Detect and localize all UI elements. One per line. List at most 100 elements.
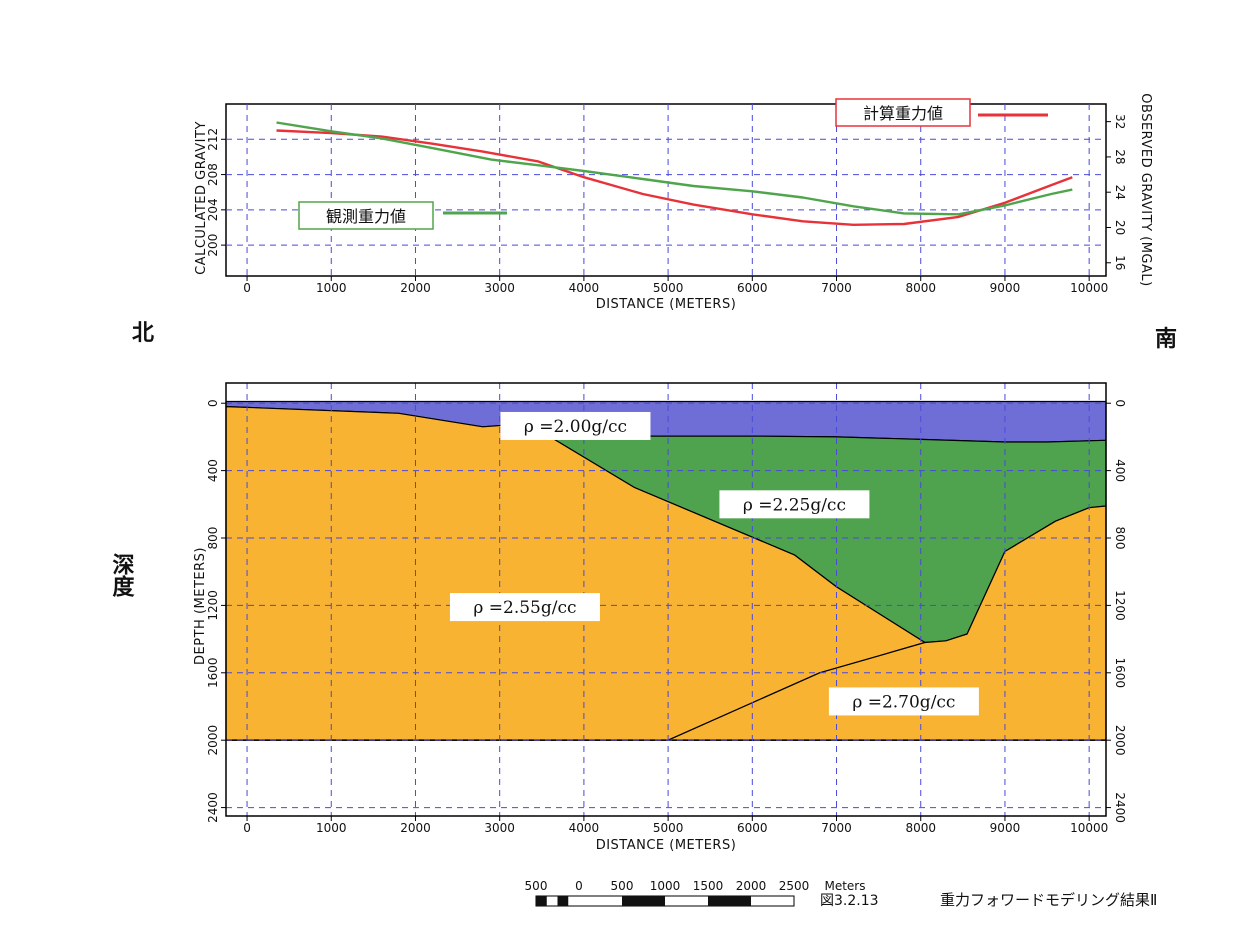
section-y-tick-label-right: 2400 bbox=[1113, 792, 1127, 823]
section-y-tick-label-left: 0 bbox=[206, 399, 220, 407]
depth-side-label: 深度 bbox=[109, 553, 135, 598]
density-label-box bbox=[500, 411, 651, 440]
north-label: 北 bbox=[132, 321, 154, 346]
legend-calculated: 計算重力値 bbox=[835, 98, 1048, 127]
section-x-tick-label: 5000 bbox=[653, 821, 684, 835]
gravity-profile-chart: 0 1000 2000 3000 4000 5000 6000 7000 8000 9000 100… bbox=[194, 93, 1153, 312]
legend-observed-label: 観測重力値 bbox=[326, 207, 406, 226]
scale-bar-label: 1000 bbox=[650, 879, 681, 893]
section-y-tick-label-right: 0 bbox=[1113, 399, 1127, 407]
section-y-tick-label-right: 1600 bbox=[1113, 658, 1127, 689]
section-x-tick-label: 6000 bbox=[737, 821, 768, 835]
section-y-tick-label-right: 1200 bbox=[1113, 590, 1127, 621]
scale-bar-label: 2500 bbox=[779, 879, 810, 893]
gravity-y-tick-label-right: 16 bbox=[1113, 255, 1127, 270]
section-x-tick-label: 10000 bbox=[1070, 821, 1108, 835]
gravity-x-tick-label: 6000 bbox=[737, 281, 768, 295]
figure-title: 重力フォワードモデリング結果Ⅱ bbox=[940, 891, 1157, 909]
density-label: ρ =2.25g/cc bbox=[743, 495, 846, 515]
section-x-tick-label: 8000 bbox=[905, 821, 936, 835]
gravity-x-ticks: 0 1000 2000 3000 4000 5000 6000 7000 8000 9000 100… bbox=[243, 276, 1108, 295]
gravity-y-tick-label-left: 208 bbox=[206, 163, 220, 186]
scale-bar-label: 1500 bbox=[693, 879, 724, 893]
section-y-tick-label-left: 2000 bbox=[206, 725, 220, 756]
legend-observed: 観測重力値 bbox=[298, 201, 507, 230]
section-x-tick-label: 7000 bbox=[821, 821, 852, 835]
observed-gravity-line bbox=[276, 121, 1073, 216]
scale-bar-cell bbox=[536, 896, 547, 906]
section-y-tick-label-left: 400 bbox=[206, 459, 220, 482]
scale-bar-label: 500 bbox=[525, 879, 548, 893]
gravity-y-tick-label-right: 24 bbox=[1113, 185, 1127, 200]
section-x-tick-label: 1000 bbox=[316, 821, 347, 835]
section-y-tick-label-right: 800 bbox=[1113, 527, 1127, 550]
section-x-axis-label: DISTANCE (METERS) bbox=[596, 838, 737, 853]
gravity-y-tick-label-left: 204 bbox=[206, 198, 220, 221]
gravity-x-tick-label: 5000 bbox=[653, 281, 684, 295]
section-y-tick-label-left: 800 bbox=[206, 527, 220, 550]
gravity-x-tick-label: 10000 bbox=[1070, 281, 1108, 295]
section-y-ticks-left: 0 400 800 1200 1600 2000 2400 bbox=[206, 399, 226, 823]
section-y-tick-label-left: 1600 bbox=[206, 658, 220, 689]
section-x-ticks: 0 1000 2000 3000 4000 5000 6000 7000 8000 9000 100… bbox=[243, 816, 1108, 835]
density-layers bbox=[225, 400, 1107, 741]
scale-bar-label: 500 bbox=[611, 879, 634, 893]
gravity-series bbox=[276, 121, 1073, 227]
section-x-tick-label: 4000 bbox=[569, 821, 600, 835]
gravity-x-tick-label: 4000 bbox=[569, 281, 600, 295]
scale-bar-cell bbox=[708, 896, 751, 906]
section-x-tick-label: 9000 bbox=[990, 821, 1021, 835]
gravity-y-tick-label-right: 20 bbox=[1113, 220, 1127, 235]
gravity-x-tick-label: 0 bbox=[243, 281, 251, 295]
section-y-axis-label: DEPTH (METERS) bbox=[193, 547, 208, 665]
section-y-tick-label-right: 400 bbox=[1113, 459, 1127, 482]
section-y-tick-label-left: 1200 bbox=[206, 590, 220, 621]
gravity-x-tick-label: 1000 bbox=[316, 281, 347, 295]
section-y-tick-label-left: 2400 bbox=[206, 792, 220, 823]
section-grid bbox=[226, 383, 1106, 816]
scale-bar-cell bbox=[557, 896, 569, 906]
south-label: 南 bbox=[1155, 327, 1177, 352]
gravity-plot-frame bbox=[225, 103, 1107, 277]
gravity-x-tick-label: 8000 bbox=[905, 281, 936, 295]
gravity-y-tick-label-right: 28 bbox=[1113, 149, 1127, 164]
density-label: ρ =2.70g/cc bbox=[852, 692, 955, 712]
section-x-tick-label: 0 bbox=[243, 821, 251, 835]
gravity-x-tick-label: 2000 bbox=[400, 281, 431, 295]
density-label-box bbox=[828, 687, 979, 716]
scale-bar-blocks bbox=[535, 895, 795, 907]
figure-number: 図3.2.13 bbox=[820, 893, 879, 909]
section-y-tick-label-right: 2000 bbox=[1113, 725, 1127, 756]
scale-bar-unit: Meters bbox=[824, 879, 865, 893]
density-labels: ρ =2.00g/cc ρ =2.25g/cc ρ =2.55g/cc ρ =2.70… bbox=[449, 411, 979, 716]
gravity-y-tick-label-left: 212 bbox=[206, 128, 220, 151]
section-y-ticks-right: 0 400 800 1200 1600 2000 2400 bbox=[1106, 399, 1127, 823]
scale-bar-labels: 500 0 500 1000 1500 2000 2500 bbox=[525, 879, 810, 893]
gravity-x-tick-label: 3000 bbox=[484, 281, 515, 295]
gravity-y-ticks-left: 200 204 208 212 bbox=[206, 128, 226, 257]
section-plot-frame bbox=[225, 382, 1107, 817]
section-x-tick-label: 2000 bbox=[400, 821, 431, 835]
gravity-y-tick-label-right: 32 bbox=[1113, 114, 1127, 129]
section-x-tick-label: 3000 bbox=[484, 821, 515, 835]
legend-observed-box bbox=[298, 201, 434, 230]
scale-bar-cell bbox=[622, 896, 665, 906]
scale-bar-label: 0 bbox=[575, 879, 583, 893]
scale-bar: 500 0 500 1000 1500 2000 2500 Meters bbox=[525, 879, 866, 907]
legend-calculated-box bbox=[835, 98, 971, 127]
density-label: ρ =2.55g/cc bbox=[473, 598, 576, 618]
gravity-x-tick-label: 9000 bbox=[990, 281, 1021, 295]
scale-bar-label: 2000 bbox=[736, 879, 767, 893]
gravity-y-axis-label-left: CALCULATED GRAVITY bbox=[194, 121, 209, 275]
legend-calculated-label: 計算重力値 bbox=[863, 104, 943, 123]
density-label: ρ =2.00g/cc bbox=[524, 417, 627, 437]
density-label-box bbox=[719, 490, 870, 519]
gravity-y-axis-label-right: OBSERVED GRAVITY (MGAL) bbox=[1138, 93, 1153, 286]
gravity-x-tick-label: 7000 bbox=[821, 281, 852, 295]
gravity-y-tick-label-left: 200 bbox=[206, 234, 220, 257]
gravity-y-ticks-right: 16 20 24 28 32 bbox=[1106, 114, 1127, 270]
density-section-chart: ρ =2.00g/cc ρ =2.25g/cc ρ =2.55g/cc ρ =2.70… bbox=[193, 382, 1127, 853]
density-label-box bbox=[449, 593, 600, 622]
gravity-x-axis-label: DISTANCE (METERS) bbox=[596, 297, 737, 312]
